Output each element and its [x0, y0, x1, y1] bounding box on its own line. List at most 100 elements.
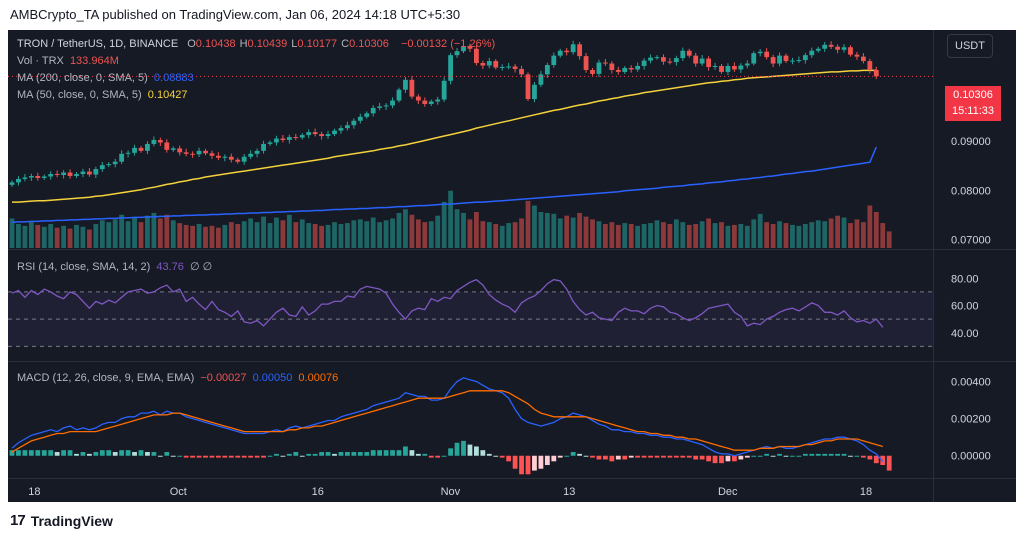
macd-histogram-bar [274, 453, 279, 456]
candle-body [67, 172, 73, 176]
macd-histogram-bar [693, 455, 699, 460]
volume-bar [828, 218, 834, 248]
macd-histogram-bar [357, 452, 363, 456]
macd-histogram-bar [706, 455, 711, 462]
ma50-value: 0.10427 [147, 89, 188, 101]
candle-body [216, 155, 221, 158]
ohlc-value-c: 0.10306 [349, 38, 389, 50]
candle-body [61, 172, 66, 176]
volume-bar [151, 212, 157, 248]
volume-bar [603, 224, 608, 248]
macd-histogram-bar [596, 455, 602, 460]
volume-bar [712, 223, 718, 248]
macd-histogram-bar [654, 455, 660, 458]
macd-histogram-bar [332, 453, 337, 456]
macd-histogram-bar [415, 453, 421, 456]
volume-bar [777, 221, 782, 248]
macd-histogram-bar [248, 455, 254, 458]
candle-body [93, 169, 99, 175]
ohlc-key-o: O [187, 38, 196, 50]
volume-bar [738, 224, 744, 248]
tradingview-brand[interactable]: 17 TradingView [10, 512, 113, 529]
volume-bar [861, 222, 866, 248]
macd-histogram-bar [519, 455, 524, 475]
macd-histogram-bar [170, 455, 176, 457]
volume-bar [267, 223, 273, 248]
rsi-tick-label: 60.00 [951, 301, 979, 313]
candle-body [667, 61, 673, 63]
candle-body [764, 51, 770, 58]
macd-histogram-bar [132, 452, 137, 456]
volume-bar [699, 221, 705, 248]
candle-body [480, 63, 486, 66]
volume-bar [512, 222, 518, 248]
volume-bar [809, 222, 815, 248]
macd-histogram-bar [370, 450, 376, 456]
volume-bar [403, 209, 408, 248]
macd-histogram-bar [544, 455, 550, 466]
candle-body [325, 134, 331, 137]
volume-bar [286, 214, 292, 248]
macd-histogram-bar [267, 455, 273, 457]
volume-bar [757, 213, 763, 248]
macd-histogram-bar [338, 452, 344, 456]
currency-unit-button[interactable]: USDT [947, 34, 993, 58]
volume-bar [706, 218, 711, 248]
volume-bar [661, 222, 666, 248]
macd-histogram-bar [686, 455, 692, 458]
volume-bar [648, 223, 653, 248]
macd-histogram-bar [286, 453, 292, 456]
macd-histogram-bar [557, 455, 563, 458]
volume-bar [48, 224, 54, 248]
macd-histogram-bar [216, 455, 221, 458]
volume-bar [319, 225, 324, 248]
macd-histogram-bar [183, 455, 189, 458]
candle-body [241, 156, 247, 162]
candle-body [441, 80, 447, 100]
macd-histogram-bar [628, 455, 634, 458]
volume-bar [641, 224, 647, 248]
macd-histogram-bar [532, 455, 537, 471]
ohlc-key-c: C [341, 38, 350, 50]
volume-bar [35, 224, 41, 248]
macd-value-2: 0.00050 [252, 372, 293, 384]
candle-body [235, 159, 241, 162]
macd-histogram-bar [190, 455, 195, 458]
time-tick-label: Oct [170, 486, 187, 498]
candle-body [35, 175, 41, 178]
volume-bar [299, 219, 305, 248]
candle-body [686, 50, 692, 56]
volume-bar [577, 212, 582, 248]
time-tick-label: 18 [28, 486, 40, 498]
candle-body [570, 44, 576, 53]
candle-body [170, 148, 176, 150]
volume-bar [544, 212, 550, 248]
volume-bar [628, 224, 634, 248]
macd-histogram-bar [796, 455, 802, 457]
ohlc-key-h: H [239, 38, 248, 50]
candle-body [751, 53, 757, 64]
macd-histogram-bar [261, 455, 266, 458]
macd-histogram-bar [99, 450, 105, 456]
macd-histogram-bar [106, 450, 112, 456]
macd-histogram-bar [725, 455, 731, 462]
macd-histogram-bar [9, 450, 15, 456]
macd-value-1: −0.00027 [200, 372, 247, 384]
candle-body [744, 63, 750, 66]
ma50-line [12, 69, 877, 203]
candle-body [603, 62, 608, 64]
chart-svg[interactable]: 0.110000.100000.090000.080000.0700080.00… [8, 30, 1016, 502]
macd-histogram-bar [409, 450, 415, 456]
candle-body [274, 138, 279, 143]
macd-histogram-bar [790, 455, 795, 457]
volume-bar [725, 225, 731, 248]
candle-body [228, 156, 234, 160]
candle-body [145, 143, 150, 151]
candle-body [22, 177, 28, 179]
candle-body [132, 147, 137, 153]
chart-frame[interactable]: 0.110000.100000.090000.080000.0700080.00… [8, 30, 1016, 502]
volume-bar [835, 215, 840, 248]
macd-histogram-bar [35, 450, 41, 456]
candle-body [267, 142, 273, 144]
rsi-legend: RSI (14, close, SMA, 14, 2) 43.76 ∅ ∅ [17, 260, 212, 273]
